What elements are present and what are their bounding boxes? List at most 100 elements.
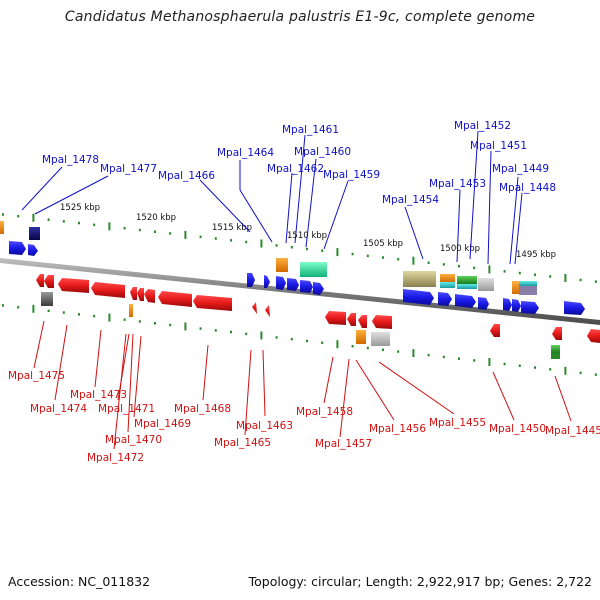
gene-label[interactable]: Mpal_1477 bbox=[100, 163, 157, 175]
gene-feature[interactable] bbox=[29, 227, 40, 240]
gene-label[interactable]: Mpal_1454 bbox=[382, 194, 439, 206]
gene-arrow[interactable] bbox=[265, 305, 270, 317]
gene-feature[interactable] bbox=[403, 271, 436, 287]
gene-arrow[interactable] bbox=[372, 315, 392, 329]
gene-arrow[interactable] bbox=[512, 299, 521, 312]
gene-feature[interactable] bbox=[457, 284, 477, 289]
gene-feature[interactable] bbox=[356, 330, 366, 344]
gene-arrow[interactable] bbox=[552, 327, 562, 340]
gene-label[interactable]: Mpal_1469 bbox=[134, 418, 191, 430]
gene-label[interactable]: Mpal_1462 bbox=[267, 163, 324, 175]
gene-label[interactable]: Mpal_1461 bbox=[282, 124, 339, 136]
gene-arrow[interactable] bbox=[264, 275, 270, 288]
gene-arrow[interactable] bbox=[313, 282, 324, 295]
scale-tick bbox=[275, 244, 278, 247]
scale-tick bbox=[594, 280, 597, 283]
gene-feature[interactable] bbox=[519, 286, 537, 295]
gene-arrow[interactable] bbox=[130, 287, 137, 300]
gene-feature[interactable] bbox=[551, 345, 560, 353]
gene-feature[interactable] bbox=[519, 281, 537, 286]
gene-feature[interactable] bbox=[0, 221, 4, 234]
gene-label[interactable]: Mpal_1468 bbox=[174, 403, 231, 415]
scale-tick bbox=[214, 329, 217, 332]
scale-tick bbox=[427, 261, 430, 264]
gene-label[interactable]: Mpal_1475 bbox=[8, 370, 65, 382]
gene-arrow[interactable] bbox=[587, 329, 600, 343]
scale-tick bbox=[47, 218, 50, 221]
gene-label[interactable]: Mpal_1473 bbox=[70, 389, 127, 401]
scale-tick bbox=[108, 222, 111, 231]
gene-arrow[interactable] bbox=[276, 276, 286, 290]
gene-label[interactable]: Mpal_1471 bbox=[98, 403, 155, 415]
gene-arrow[interactable] bbox=[158, 291, 192, 307]
gene-arrow[interactable] bbox=[455, 294, 476, 308]
scale-tick bbox=[93, 223, 96, 227]
gene-label[interactable]: Mpal_1478 bbox=[42, 154, 99, 166]
gene-label[interactable]: Mpal_1445 bbox=[545, 425, 600, 437]
gene-label[interactable]: Mpal_1449 bbox=[492, 163, 549, 175]
gene-label[interactable]: Mpal_1472 bbox=[87, 452, 144, 464]
scale-tick bbox=[275, 336, 278, 339]
gene-arrow[interactable] bbox=[358, 315, 367, 328]
gene-arrow[interactable] bbox=[144, 289, 155, 303]
gene-label[interactable]: Mpal_1457 bbox=[315, 438, 372, 450]
gene-arrow[interactable] bbox=[137, 288, 144, 301]
gene-arrow[interactable] bbox=[503, 298, 512, 311]
gene-arrow[interactable] bbox=[193, 295, 232, 311]
gene-feature[interactable] bbox=[457, 276, 477, 284]
gene-label[interactable]: Mpal_1456 bbox=[369, 423, 426, 435]
gene-arrow[interactable] bbox=[287, 278, 299, 291]
scale-tick bbox=[154, 322, 156, 325]
gene-arrow[interactable] bbox=[564, 301, 585, 315]
kbp-label: 1515 kbp bbox=[212, 223, 252, 233]
gene-label[interactable]: Mpal_1459 bbox=[323, 169, 380, 181]
gene-label[interactable]: Mpal_1460 bbox=[294, 146, 351, 158]
gene-label[interactable]: Mpal_1448 bbox=[499, 182, 556, 194]
gene-arrow[interactable] bbox=[9, 241, 26, 255]
gene-arrow[interactable] bbox=[91, 282, 125, 298]
scale-tick bbox=[534, 366, 536, 369]
gene-label[interactable]: Mpal_1465 bbox=[214, 437, 271, 449]
reverse-strand-features bbox=[36, 274, 600, 359]
gene-arrow[interactable] bbox=[403, 289, 434, 305]
gene-arrow[interactable] bbox=[478, 297, 489, 310]
gene-label[interactable]: Mpal_1458 bbox=[296, 406, 353, 418]
gene-label[interactable]: Mpal_1452 bbox=[454, 120, 511, 132]
gene-label[interactable]: Mpal_1474 bbox=[30, 403, 87, 415]
gene-feature[interactable] bbox=[512, 281, 519, 294]
gene-label[interactable]: Mpal_1463 bbox=[236, 420, 293, 432]
gene-label[interactable]: Mpal_1450 bbox=[489, 423, 546, 435]
gene-arrow[interactable] bbox=[325, 311, 346, 325]
gene-arrow[interactable] bbox=[347, 313, 356, 326]
gene-arrow[interactable] bbox=[438, 292, 452, 306]
gene-arrow[interactable] bbox=[490, 324, 500, 337]
gene-feature[interactable] bbox=[478, 278, 494, 291]
gene-feature[interactable] bbox=[276, 258, 288, 272]
scale-tick bbox=[138, 228, 141, 232]
scale-tick bbox=[184, 230, 187, 239]
gene-label[interactable]: Mpal_1464 bbox=[217, 147, 274, 159]
gene-arrow[interactable] bbox=[521, 301, 539, 314]
scale-tick bbox=[488, 358, 491, 366]
scale-tick bbox=[564, 274, 567, 282]
gene-arrow[interactable] bbox=[247, 273, 255, 287]
gene-feature[interactable] bbox=[440, 282, 455, 288]
gene-label[interactable]: Mpal_1451 bbox=[470, 140, 527, 152]
gene-feature[interactable] bbox=[129, 304, 133, 317]
gene-feature[interactable] bbox=[551, 353, 560, 359]
gene-feature[interactable] bbox=[440, 274, 455, 282]
gene-label[interactable]: Mpal_1466 bbox=[158, 170, 215, 182]
gene-feature[interactable] bbox=[41, 292, 53, 306]
gene-feature[interactable] bbox=[300, 262, 327, 277]
gene-label[interactable]: Mpal_1455 bbox=[429, 417, 486, 429]
gene-arrow[interactable] bbox=[44, 275, 54, 288]
gene-feature[interactable] bbox=[371, 332, 390, 346]
gene-label[interactable]: Mpal_1470 bbox=[105, 434, 162, 446]
gene-arrow[interactable] bbox=[28, 244, 38, 256]
gene-arrow[interactable] bbox=[300, 280, 313, 293]
kbp-label: 1520 kbp bbox=[136, 213, 176, 223]
gene-label[interactable]: Mpal_1453 bbox=[429, 178, 486, 190]
gene-arrow[interactable] bbox=[36, 274, 44, 287]
gene-arrow[interactable] bbox=[58, 278, 89, 293]
gene-arrow[interactable] bbox=[252, 302, 257, 314]
